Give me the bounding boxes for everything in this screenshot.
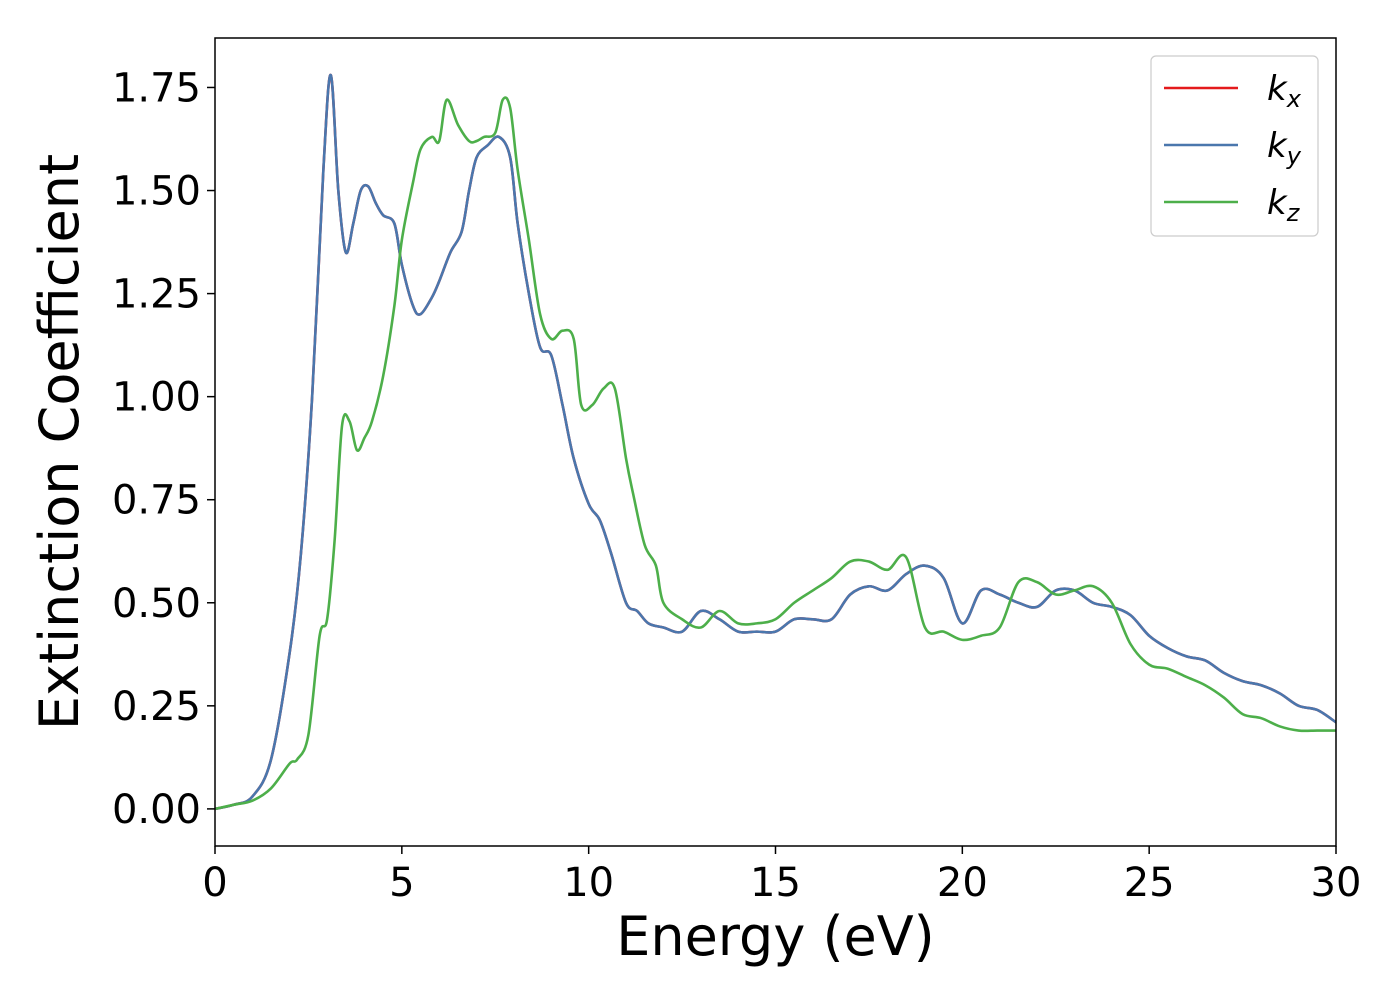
legend-subscript-ky: y: [1286, 142, 1302, 170]
x-tick-label: 20: [937, 860, 988, 906]
y-tick-label: 0.25: [112, 684, 201, 730]
ticks-layer: 0 5 10 15 20 25 30 0.00 0.25 0.50 0.75 1.00 1.25 1.50…: [112, 65, 1362, 906]
legend-subscript-kx: x: [1286, 85, 1302, 113]
legend-label-kx: kx: [1267, 69, 1302, 113]
y-tick-label: 1.00: [112, 375, 201, 421]
y-axis-title: Extinction Coefficient: [28, 154, 91, 730]
x-tick-label: 25: [1124, 860, 1175, 906]
series-layer: [215, 73, 1336, 811]
series-line-kz: [215, 96, 1336, 811]
x-tick-label: 15: [750, 860, 801, 906]
legend-subscript-kz: z: [1286, 199, 1301, 227]
x-tick-label: 5: [389, 860, 414, 906]
x-tick-label: 10: [563, 860, 614, 906]
y-tick-label: 0.50: [112, 581, 201, 627]
y-tick-label: 1.50: [112, 169, 201, 215]
y-tick-label: 1.75: [112, 65, 201, 111]
x-tick-label: 30: [1311, 860, 1362, 906]
y-tick-label: 1.25: [112, 272, 201, 318]
y-tick-label: 0.75: [112, 478, 201, 524]
series-line-ky: [215, 73, 1336, 811]
x-axis-title: Energy (eV): [616, 905, 935, 968]
y-tick-label: 0.00: [112, 787, 201, 833]
x-tick-label: 0: [202, 860, 227, 906]
legend-label-ky: ky: [1267, 126, 1302, 170]
